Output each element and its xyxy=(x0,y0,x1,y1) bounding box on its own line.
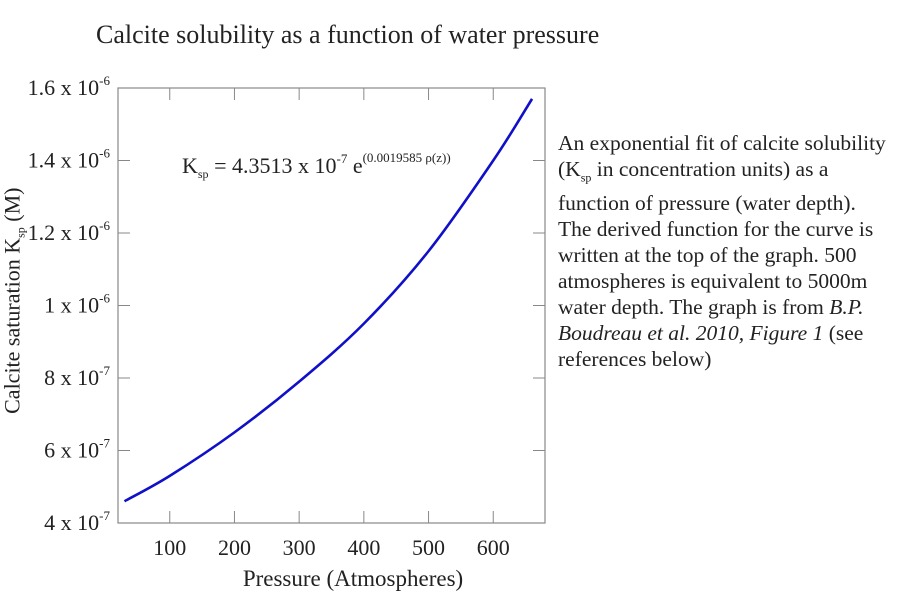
caption-subscript: sp xyxy=(580,170,592,185)
fit-equation-exp1: -7 xyxy=(336,151,347,166)
caption-part3: (see references below) xyxy=(558,321,864,372)
y-tick-label-5: 1.4 x 10-6 xyxy=(28,146,111,173)
x-tick-label-600: 600 xyxy=(477,535,510,560)
x-tick-label-100: 100 xyxy=(153,535,186,560)
fit-equation-k: K xyxy=(182,153,198,178)
x-tick-labels: 100 200 300 400 500 600 xyxy=(153,535,509,560)
x-axis-label: Pressure (Atmospheres) xyxy=(243,566,463,591)
x-tick-label-200: 200 xyxy=(218,535,251,560)
fit-equation-coef: = 4.3513 x 10 xyxy=(209,153,337,178)
fit-equation-e: e xyxy=(347,153,362,178)
caption-part2: in concentration units) as a function of… xyxy=(558,157,874,320)
fit-equation-sub: sp xyxy=(198,167,209,181)
y-tick-label-4: 1.2 x 10-6 xyxy=(28,218,111,245)
y-tick-label-6: 1.6 x 10-6 xyxy=(28,73,111,100)
y-tick-label-0: 4 x 10-7 xyxy=(44,508,110,535)
caption-part1: An exponential fit of calcite solubility… xyxy=(558,131,886,181)
fit-equation: Ksp = 4.3513 x 10-7 e(0.0019585 ρ(z)) xyxy=(182,150,451,181)
caption-citation: B.P. Boudreau et al. 2010, Figure 1 xyxy=(558,295,864,346)
y-tick-labels: 4 x 10-7 6 x 10-7 8 x 10-7 1 x 10-6 1.2 x 10… xyxy=(28,73,111,535)
y-tick-label-1: 6 x 10-7 xyxy=(44,436,110,463)
fit-equation-exp2: (0.0019585 ρ(z)) xyxy=(363,150,451,165)
x-tick-label-500: 500 xyxy=(412,535,445,560)
solubility-curve xyxy=(123,98,534,503)
chart-title: Calcite solubility as a function of wate… xyxy=(96,20,600,49)
y-tick-label-3: 1 x 10-6 xyxy=(44,291,110,318)
x-tick-label-400: 400 xyxy=(347,535,380,560)
plot-frame xyxy=(117,87,546,524)
x-tick-label-300: 300 xyxy=(283,535,316,560)
y-tick-label-2: 8 x 10-7 xyxy=(44,363,110,390)
caption: An exponential fit of calcite solubility… xyxy=(558,130,890,372)
